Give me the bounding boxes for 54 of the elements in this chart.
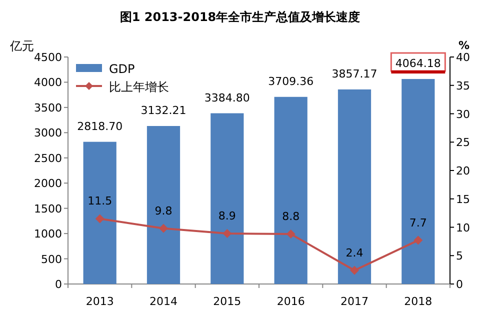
y2-tick-label: 10 (456, 221, 470, 234)
x-tick-label: 2015 (213, 295, 242, 308)
y2-tick-label: 35 (456, 79, 470, 92)
x-tick-label: 2016 (276, 295, 305, 308)
x-tick-label: 2014 (150, 295, 178, 308)
y-tick-label: 3000 (34, 126, 62, 140)
data-label: 3132.21 (140, 104, 186, 117)
y2-tick-label: 0 (456, 278, 463, 291)
y-tick-label: 4000 (34, 76, 62, 90)
y2-axis-title: % (458, 39, 470, 52)
y2-tick-label: 15 (456, 192, 470, 206)
point (350, 266, 359, 275)
y-tick-label: 2000 (34, 177, 62, 190)
data-label: 8.8 (282, 210, 300, 224)
bar (83, 142, 116, 284)
y2-tick-label: 5 (456, 250, 463, 263)
point (286, 230, 296, 239)
bar (146, 126, 180, 284)
data-label: 11.5 (88, 194, 112, 208)
data-label: 8.9 (218, 209, 236, 222)
x-tick-label: 2013 (86, 295, 114, 308)
point (222, 228, 232, 238)
y-axis-title: 亿元 (9, 39, 34, 53)
data-label: 2818.70 (77, 120, 123, 133)
data-label: 3709.36 (268, 74, 314, 88)
bar (402, 78, 435, 284)
y-tick-label: 0 (55, 278, 62, 291)
y2-tick-label: 30 (456, 108, 470, 121)
y-tick-label: 500 (41, 252, 62, 266)
data-label: 3384.80 (204, 91, 250, 104)
y-tick-label: 2500 (34, 152, 62, 165)
bar (274, 96, 308, 284)
data-label: 9.8 (154, 204, 172, 218)
data-label: 2.4 (346, 246, 364, 260)
y2-tick-label: 40 (456, 51, 470, 64)
point (159, 224, 168, 233)
data-label: 4064.18 (395, 56, 441, 70)
y-tick-label: 3500 (34, 101, 62, 114)
bar (338, 89, 372, 284)
chart-title: 图1 2013-2018年全市生产总值及增长速度 (120, 10, 360, 24)
legend-label: GDP (109, 62, 135, 76)
y-tick-label: 1500 (34, 202, 62, 216)
data-label: 3857.17 (332, 67, 378, 80)
x-tick-label: 2018 (404, 295, 432, 308)
y2-tick-label: 20 (456, 164, 470, 178)
data-label: 7.7 (409, 216, 427, 230)
point (414, 236, 423, 245)
y-tick-label: 4500 (34, 51, 62, 64)
y2-tick-label: 25 (456, 136, 470, 150)
bar (210, 113, 244, 284)
point (95, 214, 104, 224)
x-tick-label: 2017 (340, 295, 368, 308)
y-tick-label: 1000 (34, 228, 62, 241)
legend-label: 比上年增长 (109, 80, 169, 94)
